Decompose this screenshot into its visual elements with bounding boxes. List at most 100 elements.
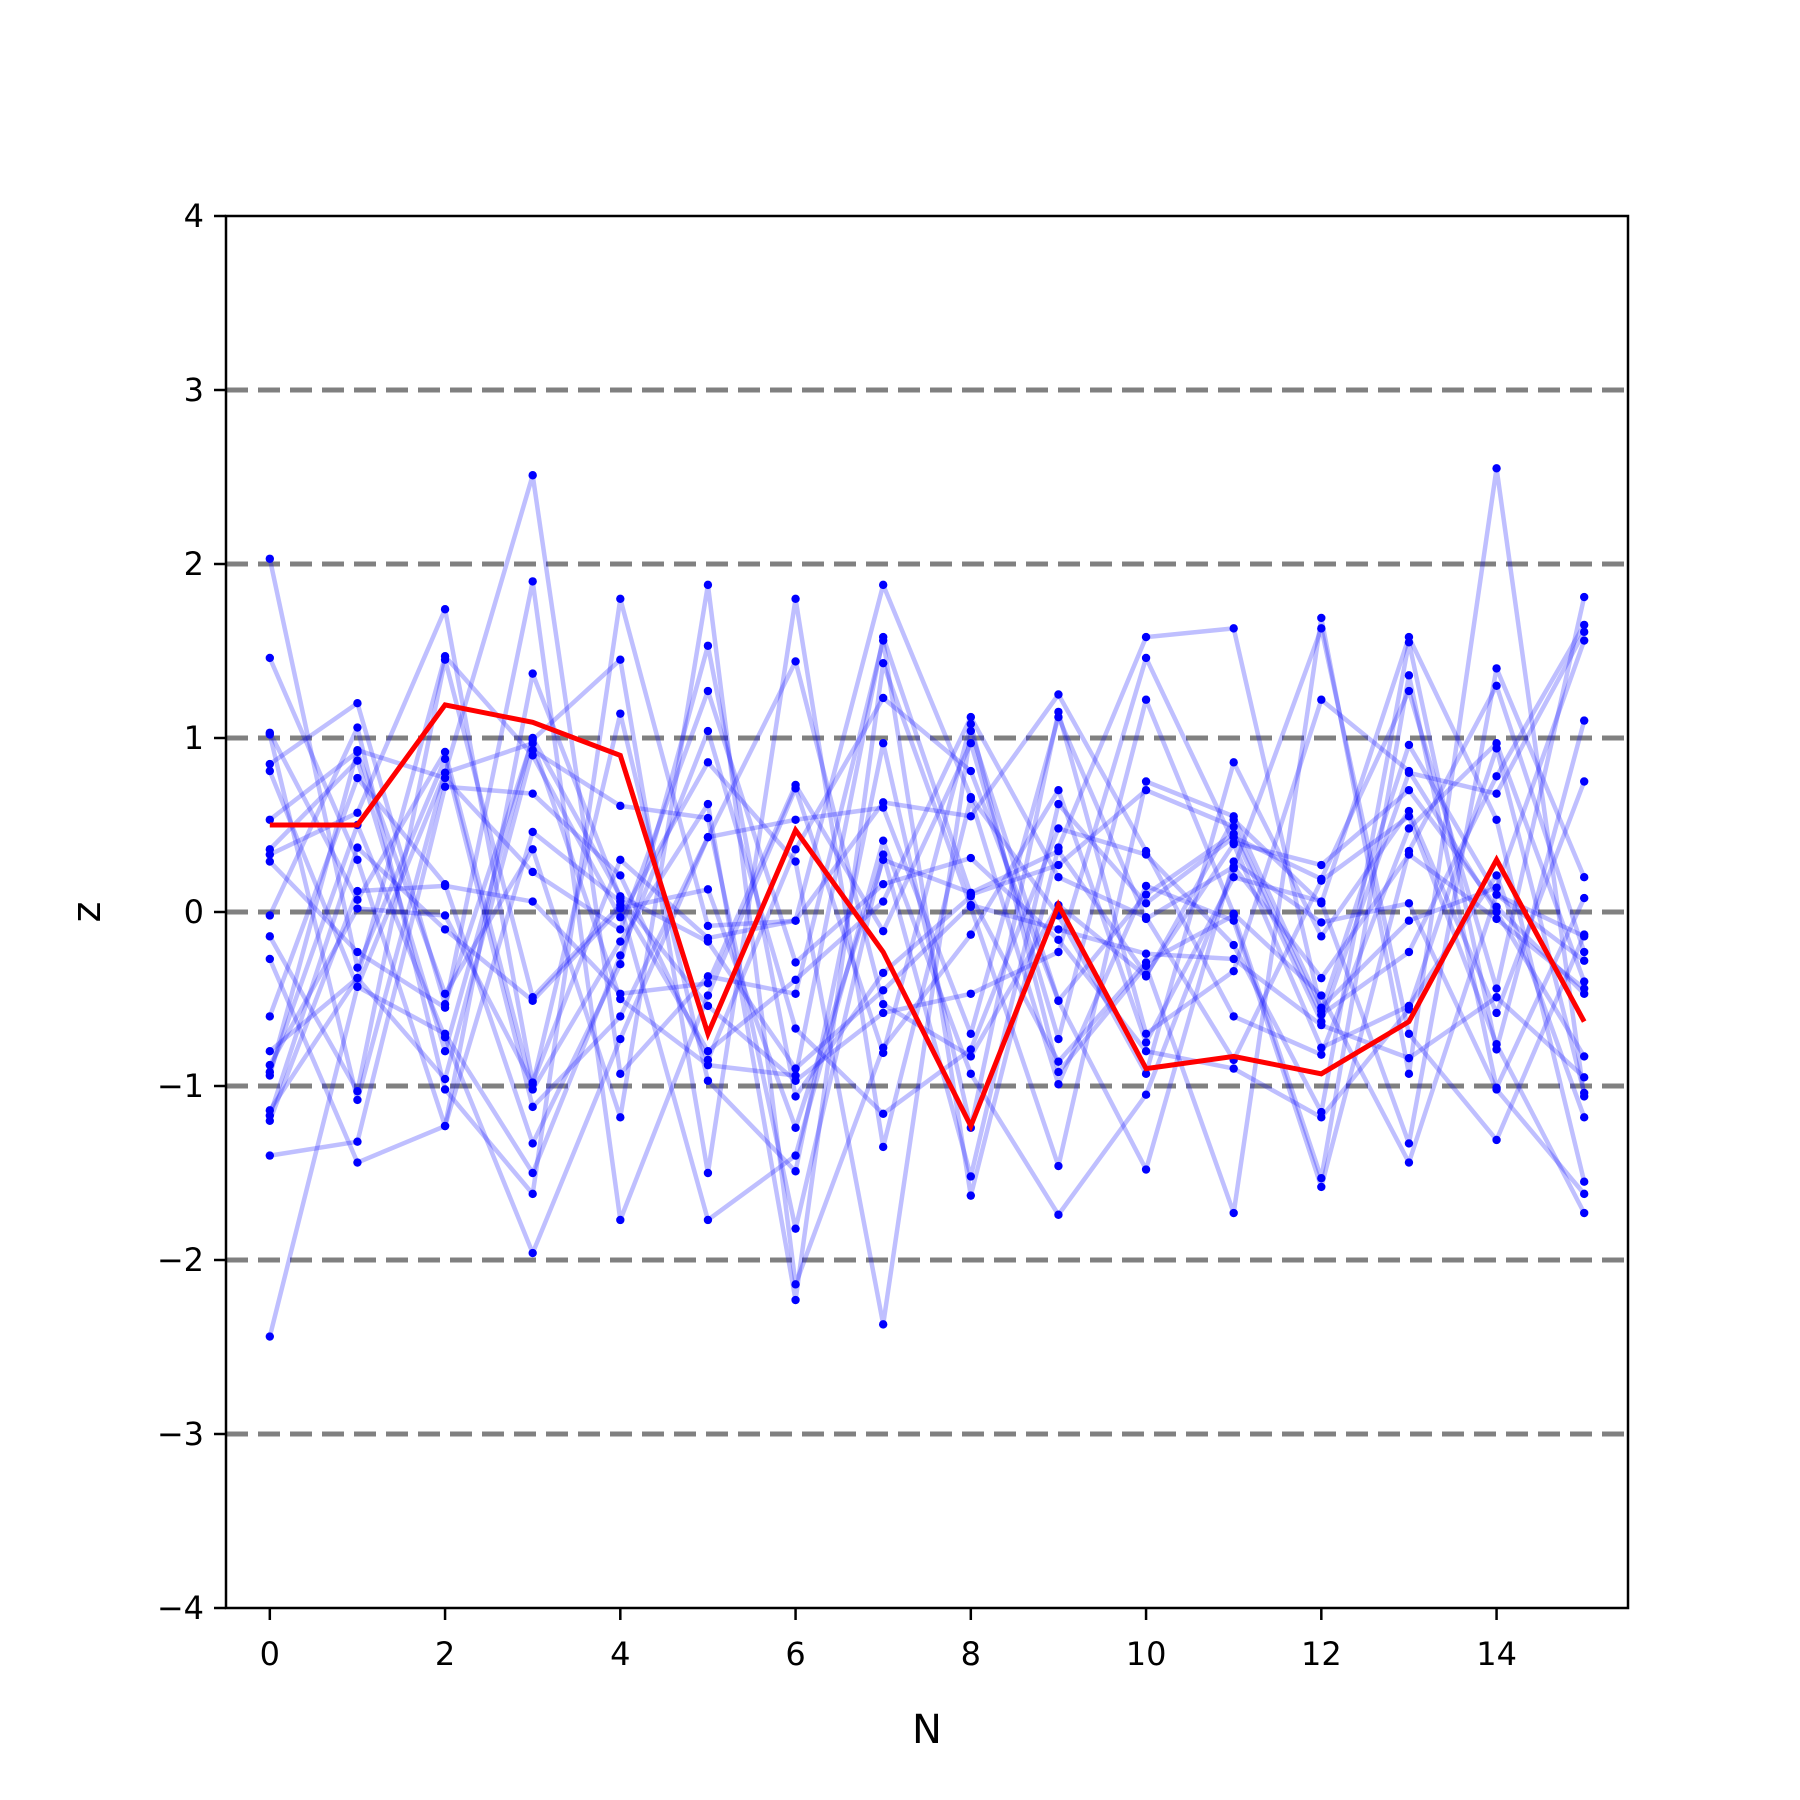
sample-point-10-12: [1317, 860, 1326, 870]
sample-point-18-14: [1492, 1045, 1501, 1054]
sample-point-1-3: [528, 827, 537, 837]
sample-point-2-15: [1579, 636, 1589, 645]
sample-point-19-13: [1404, 1001, 1414, 1011]
sample-point-22-5: [703, 937, 713, 946]
sample-point-6-12: [1317, 932, 1326, 941]
sample-series-line-6: [268, 582, 1587, 1085]
sample-point-22-11: [1229, 954, 1238, 964]
y-tick-label: −3: [157, 1415, 204, 1453]
sample-point-14-3: [528, 867, 537, 877]
sample-point-5-13: [1404, 1139, 1414, 1148]
sample-point-2-6: [791, 1295, 800, 1305]
sample-point-10-2: [440, 1121, 450, 1131]
sample-series-line-18: [267, 640, 1587, 1338]
sample-point-15-5: [703, 813, 713, 823]
sample-point-21-13: [1404, 947, 1414, 957]
sample-point-7-1: [353, 947, 362, 957]
y-tick-label: −4: [157, 1589, 204, 1627]
highlight-series: [269, 702, 1587, 1133]
sample-point-3-6: [791, 594, 800, 603]
sample-point-12-7: [878, 1320, 888, 1329]
sample-point-21-5: [703, 1060, 713, 1070]
sample-point-0-15: [1579, 1177, 1589, 1186]
sample-point-5-6: [791, 1280, 800, 1289]
sample-point-1-6: [791, 975, 800, 985]
sample-point-17-7: [878, 693, 888, 703]
sample-point-4-8: [966, 1191, 976, 1200]
sample-point-21-14: [1492, 772, 1501, 781]
sample-point-15-13: [1404, 686, 1414, 696]
sample-point-12-2: [440, 652, 450, 661]
sample-point-7-11: [1229, 1208, 1238, 1218]
sample-point-17-13: [1404, 899, 1414, 908]
sample-point-19-9: [1054, 846, 1063, 856]
sample-point-3-12: [1317, 1182, 1326, 1192]
sample-point-22-1: [353, 756, 362, 765]
y-tick-label: 2: [184, 545, 204, 583]
sample-point-4-6: [791, 989, 800, 998]
sample-point-11-0: [265, 1012, 275, 1021]
sample-point-22-4: [616, 892, 625, 901]
sample-point-15-1: [353, 973, 362, 983]
sample-point-13-13: [1404, 766, 1414, 776]
sample-point-9-13: [1404, 1029, 1414, 1039]
sample-point-21-11: [1229, 822, 1238, 831]
sample-point-12-14: [1492, 789, 1501, 798]
sample-point-17-15: [1579, 1189, 1589, 1199]
sample-point-18-8: [966, 1045, 976, 1054]
sample-point-20-7: [878, 803, 888, 812]
sample-point-13-3: [528, 1080, 537, 1089]
sample-point-8-1: [353, 723, 362, 732]
sample-point-15-14: [1492, 984, 1501, 993]
y-axis-ticks: −4 −3 −2 −1 0 1 2 3 4: [157, 197, 226, 1627]
x-tick-label: 12: [1301, 1635, 1342, 1673]
sample-point-9-8: [966, 1069, 976, 1079]
sample-point-7-0: [265, 857, 275, 866]
sample-point-10-0: [265, 954, 275, 964]
sample-point-21-9: [1054, 860, 1063, 870]
sample-point-19-6: [791, 1123, 800, 1132]
sample-point-5-10: [1141, 1038, 1151, 1047]
sample-series-line-2: [267, 639, 1587, 1303]
sample-point-4-0: [265, 766, 275, 776]
sample-point-20-4: [616, 1034, 625, 1044]
sample-series-line-10: [267, 655, 1586, 1165]
sample-point-10-13: [1404, 786, 1414, 795]
sample-point-21-10: [1141, 786, 1151, 795]
sample-point-19-7: [878, 855, 888, 864]
sample-point-15-9: [1054, 799, 1063, 809]
sample-point-16-8: [966, 739, 976, 748]
sample-point-13-14: [1492, 907, 1501, 917]
sample-point-19-11: [1229, 839, 1238, 849]
sample-point-1-5: [703, 1047, 713, 1056]
sample-point-11-4: [616, 960, 625, 969]
sample-point-5-0: [265, 815, 275, 824]
sample-point-17-9: [1054, 996, 1063, 1005]
sample-point-2-9: [1054, 1161, 1063, 1171]
sample-point-14-5: [703, 686, 713, 696]
sample-point-6-14: [1492, 1008, 1501, 1018]
sample-point-13-15: [1579, 1052, 1589, 1061]
sample-point-7-2: [440, 1003, 450, 1012]
sample-point-9-10: [1141, 1090, 1151, 1099]
sample-point-7-13: [1404, 1069, 1414, 1079]
sample-point-17-12: [1317, 918, 1326, 927]
sample-point-19-4: [616, 904, 625, 913]
sample-point-22-7: [878, 986, 888, 995]
sample-point-17-4: [616, 871, 625, 880]
sample-point-10-1: [353, 1158, 362, 1167]
sample-point-16-10: [1141, 695, 1151, 704]
sample-point-19-1: [353, 843, 362, 852]
sample-point-14-10: [1141, 1047, 1151, 1056]
sample-point-16-12: [1317, 991, 1326, 1000]
sample-point-3-9: [1054, 1080, 1063, 1089]
sample-point-3-15: [1579, 947, 1589, 957]
sample-point-5-3: [528, 845, 537, 854]
sample-point-19-0: [265, 1111, 275, 1120]
sample-point-18-13: [1404, 638, 1414, 647]
sample-point-5-14: [1492, 664, 1501, 673]
sample-point-22-6: [791, 1064, 800, 1073]
sample-point-20-0: [265, 1067, 275, 1077]
sample-point-6-15: [1579, 777, 1589, 786]
y-tick-label: 1: [184, 719, 204, 757]
